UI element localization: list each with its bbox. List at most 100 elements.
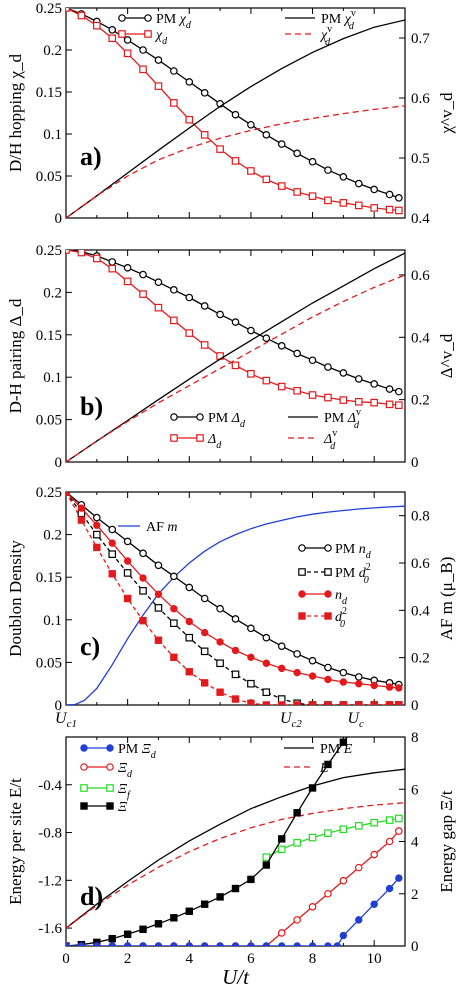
- data-point: [339, 369, 348, 377]
- data-point: [262, 131, 271, 139]
- y-tick-label: 0.1: [43, 127, 62, 143]
- y2-tick-label: 0.2: [411, 651, 430, 667]
- data-point: [308, 391, 317, 399]
- data-point: [216, 659, 224, 668]
- data-point: [139, 925, 147, 933]
- data-point: [385, 385, 394, 393]
- data-point: [339, 738, 348, 746]
- x-annotation: Uc: [347, 710, 364, 730]
- data-point: [293, 839, 301, 847]
- y-tick-label: 0: [55, 698, 63, 714]
- data-point: [308, 356, 317, 365]
- data-point: [333, 942, 341, 946]
- series-line: [66, 250, 399, 406]
- data-point: [80, 784, 88, 792]
- data-point: [231, 318, 240, 326]
- panel-label: c): [80, 632, 100, 661]
- data-point: [324, 363, 332, 371]
- series-line: [66, 830, 400, 946]
- data-point: [262, 175, 271, 184]
- data-point: [108, 26, 117, 34]
- data-point: [298, 544, 306, 552]
- y-axis-label: Energy per site E/t: [6, 778, 25, 905]
- data-point: [395, 874, 403, 882]
- data-point: [324, 760, 332, 769]
- y-axis-label: D-H pairing Δ_d: [6, 298, 25, 413]
- data-point: [370, 850, 378, 859]
- data-point: [370, 681, 378, 690]
- data-point: [108, 258, 117, 266]
- data-point: [370, 900, 378, 908]
- data-point: [139, 270, 147, 279]
- data-point: [278, 942, 286, 946]
- data-point: [170, 286, 178, 294]
- data-point: [385, 190, 394, 199]
- data-point: [277, 845, 286, 854]
- data-point: [108, 264, 117, 273]
- data-point: [93, 21, 101, 30]
- data-point: [324, 544, 332, 552]
- data-point: [123, 49, 132, 58]
- panel-1: 0 0.05 0.1 0.15 0.2 0.25 0.4 0.5 0.6 0.7 a) D/H hop…: [6, 1, 456, 227]
- y2-tick-label: 0: [411, 939, 419, 955]
- data-point: [108, 942, 116, 946]
- data-point: [231, 361, 240, 370]
- data-point: [123, 264, 132, 272]
- data-point: [139, 549, 147, 558]
- legend-label: χv d: [319, 24, 332, 48]
- series-line: [66, 492, 399, 705]
- data-point: [247, 167, 255, 175]
- y2-tick-label: 2: [411, 887, 419, 903]
- legend: PM Δd PM Δv d Δd Δv d: [170, 407, 361, 452]
- data-point: [118, 30, 126, 38]
- panel-2: 0 0.05 0.1 0.15 0.2 0.25 0 0.2 0.4 0.6 b) D-H pairi…: [6, 243, 456, 471]
- plot-frame: [65, 249, 406, 463]
- data-point: [293, 809, 301, 817]
- data-point: [154, 590, 163, 598]
- data-point: [277, 182, 286, 190]
- y-tick-label: 0: [55, 455, 63, 471]
- panel-label: b): [80, 392, 103, 421]
- series-group: [66, 737, 405, 946]
- data-point: [170, 67, 178, 75]
- data-point: [123, 537, 132, 546]
- data-point: [66, 250, 70, 254]
- data-point: [324, 663, 332, 672]
- data-point: [108, 550, 117, 558]
- data-point: [308, 157, 317, 166]
- data-point: [262, 376, 271, 385]
- data-point: [77, 942, 86, 946]
- data-point: [247, 875, 255, 884]
- panel-3: 0 0.05 0.1 0.15 0.2 0.25 0 0.2 0.4 0.6 0.8 c) Doublo…: [6, 485, 456, 730]
- data-point: [324, 196, 332, 205]
- data-point: [185, 907, 193, 915]
- data-point: [308, 701, 317, 705]
- data-point: [395, 814, 403, 823]
- legend-label: PM E: [320, 742, 353, 757]
- data-point: [154, 82, 163, 90]
- data-point: [293, 668, 301, 677]
- data-point: [324, 612, 332, 620]
- data-point: [247, 624, 255, 633]
- data-point: [354, 375, 363, 383]
- legend: PM χd PM χv d χd χv d: [118, 8, 356, 48]
- data-point: [298, 568, 306, 576]
- data-point: [370, 818, 378, 827]
- data-point: [123, 36, 132, 44]
- data-point: [200, 89, 209, 97]
- data-point: [278, 835, 286, 843]
- data-point: [170, 653, 178, 661]
- data-point: [262, 853, 271, 861]
- data-point: [370, 380, 378, 388]
- y-tick-label: 0.2: [43, 43, 62, 59]
- data-point: [170, 99, 178, 107]
- data-point: [108, 570, 116, 578]
- plot-frame: [65, 7, 406, 219]
- y2-tick-label: 8: [411, 730, 419, 746]
- data-point: [293, 386, 301, 395]
- data-point: [139, 616, 147, 625]
- data-point: [216, 942, 224, 946]
- data-point: [339, 199, 348, 207]
- data-point: [154, 278, 163, 287]
- x-tick-label: 8: [309, 951, 317, 967]
